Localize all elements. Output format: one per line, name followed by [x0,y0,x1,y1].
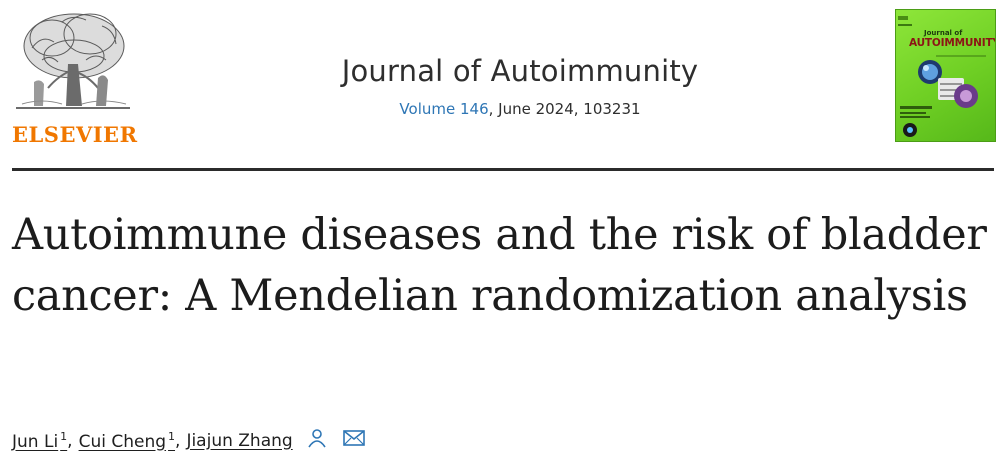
author-link[interactable]: Cui Cheng 1 [79,430,175,452]
author-affiliation: 1 [60,429,68,443]
author-list: Jun Li 1, Cui Cheng 1, Jiajun Zhang [12,428,365,453]
elsevier-tree-icon [16,13,130,109]
author-link[interactable]: Jun Li 1 [12,430,67,452]
cover-artwork-icon [898,16,986,137]
cover-title-text: AUTOIMMUNITY [909,37,996,49]
author-name: Jun Li [12,431,59,452]
article-header: ELSEVIER Journal of Autoimmunity Volume … [0,0,1008,170]
cover-small-text: Journal of [924,29,963,37]
journal-block: Journal of Autoimmunity Volume 146, June… [260,54,780,118]
author-separator: , [175,430,181,451]
author-name: Cui Cheng [78,431,167,452]
publisher-logo[interactable]: ELSEVIER [12,8,138,147]
volume-link[interactable]: Volume 146 [399,100,489,118]
author-affiliation: 1 [168,429,176,443]
author-separator: , [67,430,73,451]
envelope-icon[interactable] [342,429,365,452]
person-icon[interactable] [307,428,327,453]
issue-details: , June 2024, 103231 [488,100,641,118]
article-title: Autoimmune diseases and the risk of blad… [12,210,987,321]
header-divider [12,168,994,171]
publisher-name: ELSEVIER [12,122,138,147]
author-link[interactable]: Jiajun Zhang [186,431,292,451]
author-name: Jiajun Zhang [186,430,293,451]
journal-cover[interactable]: Journal of AUTOIMMUNITY [895,9,996,142]
journal-title[interactable]: Journal of Autoimmunity [341,54,699,88]
issue-line: Volume 146, June 2024, 103231 [260,100,780,118]
